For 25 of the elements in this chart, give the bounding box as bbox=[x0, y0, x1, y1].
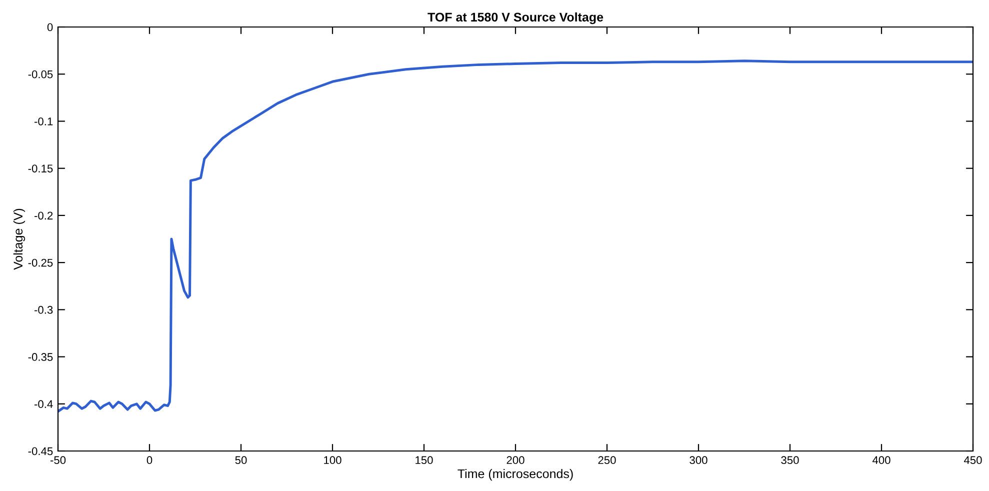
y-tick-label: 0 bbox=[47, 23, 53, 32]
x-tick-label: 200 bbox=[506, 456, 524, 464]
y-tick-label: -0.3 bbox=[34, 306, 53, 314]
y-tick-label: -0.05 bbox=[28, 70, 53, 78]
y-tick-label: -0.45 bbox=[28, 447, 53, 456]
x-tick-label: 300 bbox=[690, 456, 708, 464]
x-tick-label: 400 bbox=[872, 456, 890, 464]
y-tick-label: -0.25 bbox=[28, 258, 53, 267]
line-series bbox=[58, 60, 973, 413]
chart-title: TOF at 1580 V Source Voltage bbox=[428, 12, 604, 24]
x-tick-label: 50 bbox=[235, 456, 247, 464]
x-tick-label: 150 bbox=[416, 456, 433, 464]
y-tick-label: -0.1 bbox=[34, 117, 53, 126]
y-tick-label: -0.4 bbox=[34, 400, 53, 408]
x-tick-label: 0 bbox=[146, 456, 152, 464]
x-axis-title: Time (microseconds) bbox=[458, 468, 573, 481]
y-tick-label: -0.35 bbox=[28, 353, 53, 361]
x-tick-label: 450 bbox=[964, 456, 982, 464]
y-tick-label: -0.15 bbox=[28, 164, 53, 172]
x-tick-label: 100 bbox=[324, 456, 342, 464]
x-tick-label: 350 bbox=[781, 456, 799, 464]
y-axis-title: Voltage (V) bbox=[13, 208, 26, 270]
y-tick-label: -0.2 bbox=[34, 212, 53, 220]
x-tick-label: -50 bbox=[50, 456, 66, 464]
x-tick-label: 250 bbox=[598, 456, 616, 464]
